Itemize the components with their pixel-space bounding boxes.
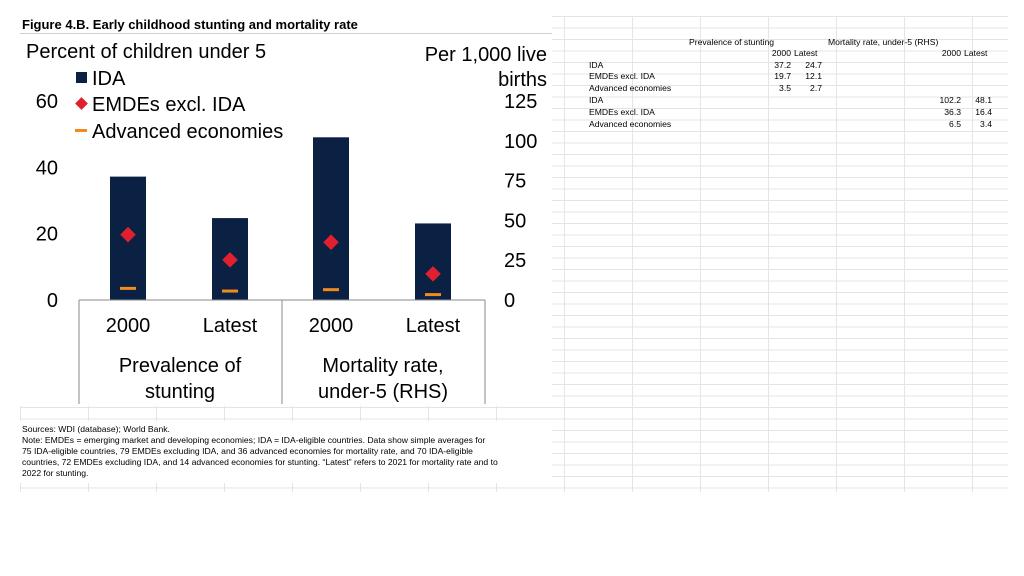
sources-text: Sources: WDI (database); World Bank. <box>22 424 170 434</box>
table-cell: 16.4 <box>975 107 992 117</box>
legend-label-adv: Advanced economies <box>92 121 283 143</box>
table-cell: 12.1 <box>805 71 822 81</box>
note-line-1: Note: EMDEs = emerging market and develo… <box>22 435 486 445</box>
chart-area: Percent of children under 5 Per 1,000 li… <box>20 34 552 406</box>
table-row-label: Advanced economies <box>589 119 672 129</box>
note-line-2: 75 IDA-eligible countries, 79 EMDEs excl… <box>22 446 473 456</box>
bar-ida <box>415 223 451 300</box>
notes: Sources: WDI (database); World Bank. Not… <box>22 424 562 479</box>
right-tick-label: 50 <box>504 210 526 232</box>
table-cell: 48.1 <box>975 95 992 105</box>
right-tick-label: 100 <box>504 131 537 153</box>
chart-svg: Percent of children under 5 Per 1,000 li… <box>26 41 547 404</box>
left-tick-label: 40 <box>36 157 58 179</box>
figure-title: Figure 4.B. Early childhood stunting and… <box>22 17 358 32</box>
legend-swatch-emde <box>75 97 88 110</box>
left-axis-title: Percent of children under 5 <box>26 41 266 63</box>
marker-advanced <box>323 288 339 292</box>
table-row-label: EMDEs excl. IDA <box>589 107 655 117</box>
table-cell: 19.7 <box>774 71 791 81</box>
note-line-4: 2022 for stunting. <box>22 468 89 478</box>
title-bar <box>20 16 552 34</box>
table-col-latest-b: Latest <box>964 48 988 58</box>
table-cell: 2.7 <box>810 83 822 93</box>
x-tick-label: 2000 <box>106 315 151 337</box>
table-cell: 6.5 <box>949 119 961 129</box>
x-tick-label: Latest <box>203 315 258 337</box>
table-cell: 3.5 <box>779 83 791 93</box>
table-col-2000-b: 2000 <box>941 48 961 58</box>
left-tick-label: 60 <box>36 91 58 113</box>
legend-label-ida: IDA <box>92 68 126 90</box>
table-cell: 24.7 <box>805 60 822 70</box>
group-label-line1: Prevalence of <box>119 355 242 377</box>
group-label-line2: under-5 (RHS) <box>318 381 448 403</box>
x-tick-label: 2000 <box>309 315 354 337</box>
right-tick-label: 25 <box>504 250 526 272</box>
table-header-stunting: Prevalence of stunting <box>689 37 775 47</box>
table-row-label: IDA <box>589 60 604 70</box>
table-header-mortality: Mortality rate, under-5 (RHS) <box>828 37 939 47</box>
group-label-line2: stunting <box>145 381 215 403</box>
x-tick-label: Latest <box>406 315 461 337</box>
marker-emde <box>323 234 339 250</box>
right-tick-label: 125 <box>504 91 537 113</box>
bar-ida <box>313 137 349 300</box>
legend-swatch-adv <box>75 129 87 132</box>
marker-emde <box>222 252 238 268</box>
left-tick-label: 20 <box>36 224 58 246</box>
right-axis-title-line1: Per 1,000 live <box>425 44 547 66</box>
table-row-label: EMDEs excl. IDA <box>589 71 655 81</box>
note-line-3: countries, 72 EMDEs excluding IDA, and 1… <box>22 457 498 467</box>
right-axis-title-line2: births <box>498 69 547 91</box>
group-label-line1: Mortality rate, <box>322 355 443 377</box>
legend-label-emde: EMDEs excl. IDA <box>92 94 246 116</box>
table-col-latest-a: Latest <box>794 48 818 58</box>
table-cell: 37.2 <box>774 60 791 70</box>
marker-emde <box>120 226 136 243</box>
table-cell: 36.3 <box>944 107 961 117</box>
legend-swatch-ida <box>76 72 87 83</box>
marker-advanced <box>425 293 441 297</box>
left-tick-label: 0 <box>47 290 58 312</box>
table-col-2000-a: 2000 <box>771 48 791 58</box>
table-row-label: Advanced economies <box>589 83 672 93</box>
marker-advanced <box>120 286 136 290</box>
marker-advanced <box>222 289 238 293</box>
right-tick-label: 0 <box>504 290 515 312</box>
notes-area <box>20 421 552 483</box>
table-cell: 3.4 <box>980 119 992 129</box>
table-row-label: IDA <box>589 95 604 105</box>
table-cell: 102.2 <box>939 95 961 105</box>
right-tick-label: 75 <box>504 171 526 193</box>
